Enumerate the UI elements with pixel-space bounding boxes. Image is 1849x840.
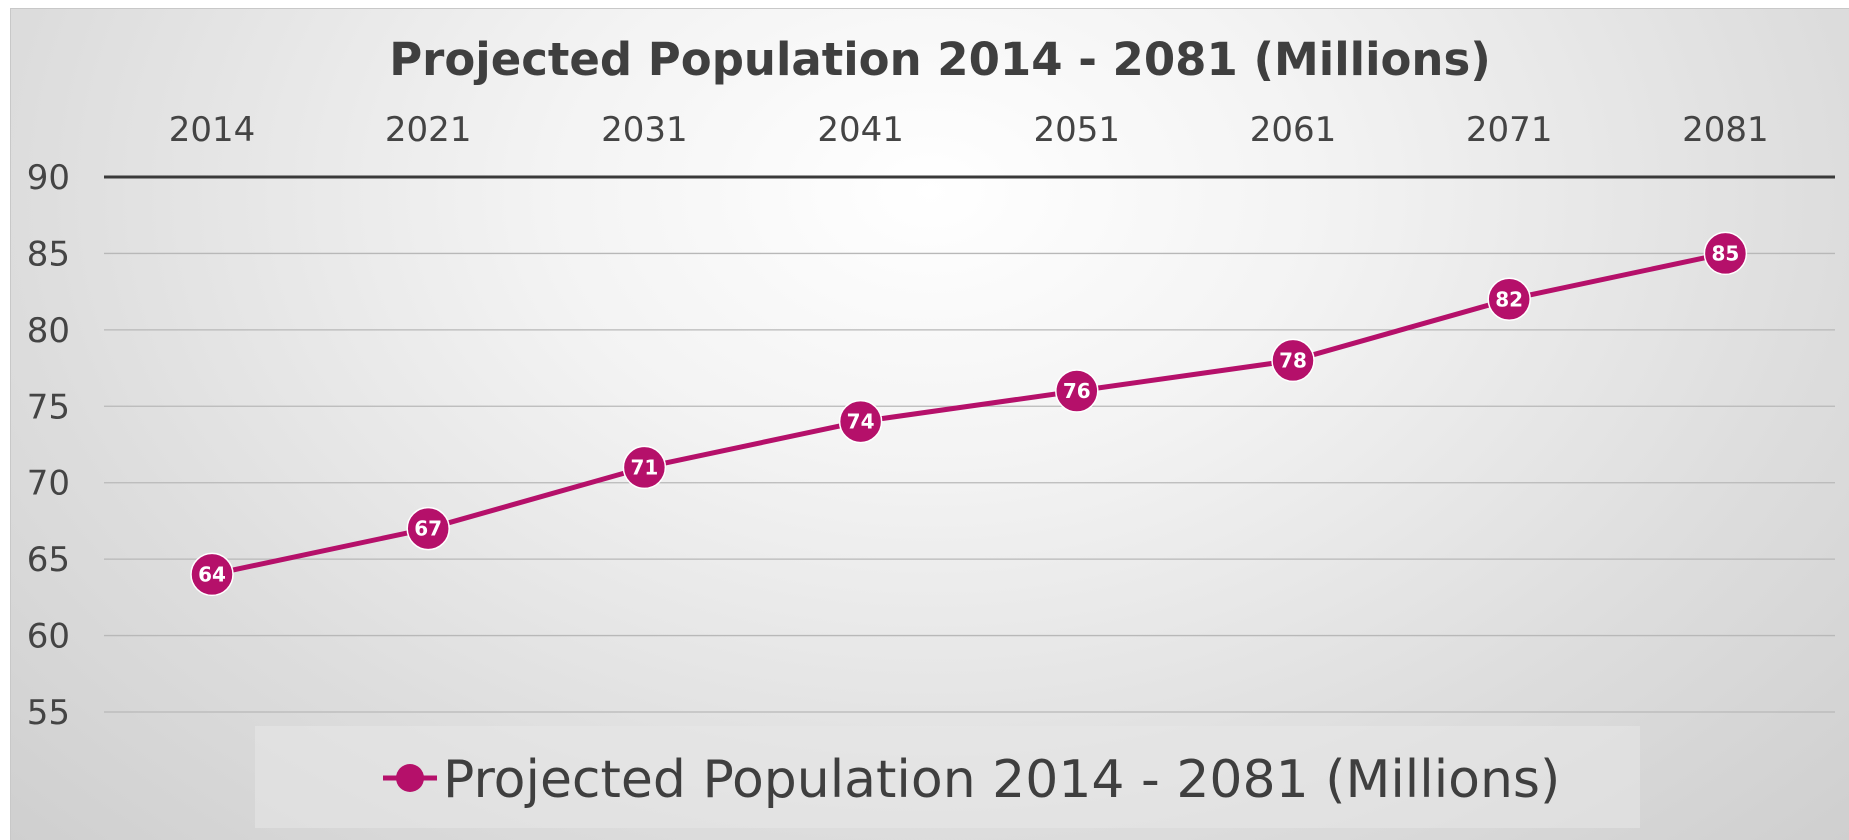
data-label: 74 [847,410,875,434]
y-tick-label: 80 [27,311,70,351]
y-tick-label: 90 [27,158,70,198]
x-tick-label: 2031 [601,110,688,150]
data-label: 85 [1711,241,1739,265]
data-label: 67 [414,517,442,541]
y-axis-ticks: 90 85 80 75 70 65 60 55 [27,158,70,733]
y-tick-label: 85 [27,234,70,274]
data-label: 64 [198,562,226,586]
gridlines [104,175,1835,713]
data-point [1703,231,1748,276]
x-tick-label: 2051 [1034,110,1121,150]
legend-label: Projected Population 2014 - 2081 (Millio… [443,750,1560,810]
data-label: 76 [1063,379,1091,403]
x-tick-label: 2021 [385,110,472,150]
legend: Projected Population 2014 - 2081 (Millio… [255,726,1640,828]
chart-title: Projected Population 2014 - 2081 (Millio… [389,33,1491,86]
x-tick-label: 2071 [1466,110,1553,150]
series-line-group: 64 67 71 74 76 78 82 85 [190,231,1748,597]
y-tick-label: 70 [27,464,70,504]
legend-marker [396,764,424,792]
data-point [838,399,883,444]
x-tick-label: 2014 [169,110,256,150]
data-label: 71 [630,455,658,479]
data-point [1271,338,1315,383]
legend-box [255,726,1640,828]
y-tick-label: 65 [27,540,70,580]
data-label: 82 [1495,287,1523,311]
y-tick-label: 75 [27,387,70,427]
series-line [211,250,1726,577]
data-point [1487,277,1531,322]
data-point [190,552,234,597]
y-tick-label: 55 [27,693,70,733]
data-point [622,445,667,490]
y-tick-label: 60 [27,617,70,657]
x-tick-label: 2081 [1682,110,1769,150]
data-label: 78 [1279,348,1307,372]
chart-background [10,8,1849,840]
data-point [406,506,450,551]
x-tick-label: 2061 [1250,110,1337,150]
x-tick-label: 2041 [817,110,904,150]
x-axis-ticks: 2014 2021 2031 2041 2051 2061 2071 2081 [169,110,1769,150]
data-point [1055,369,1099,413]
